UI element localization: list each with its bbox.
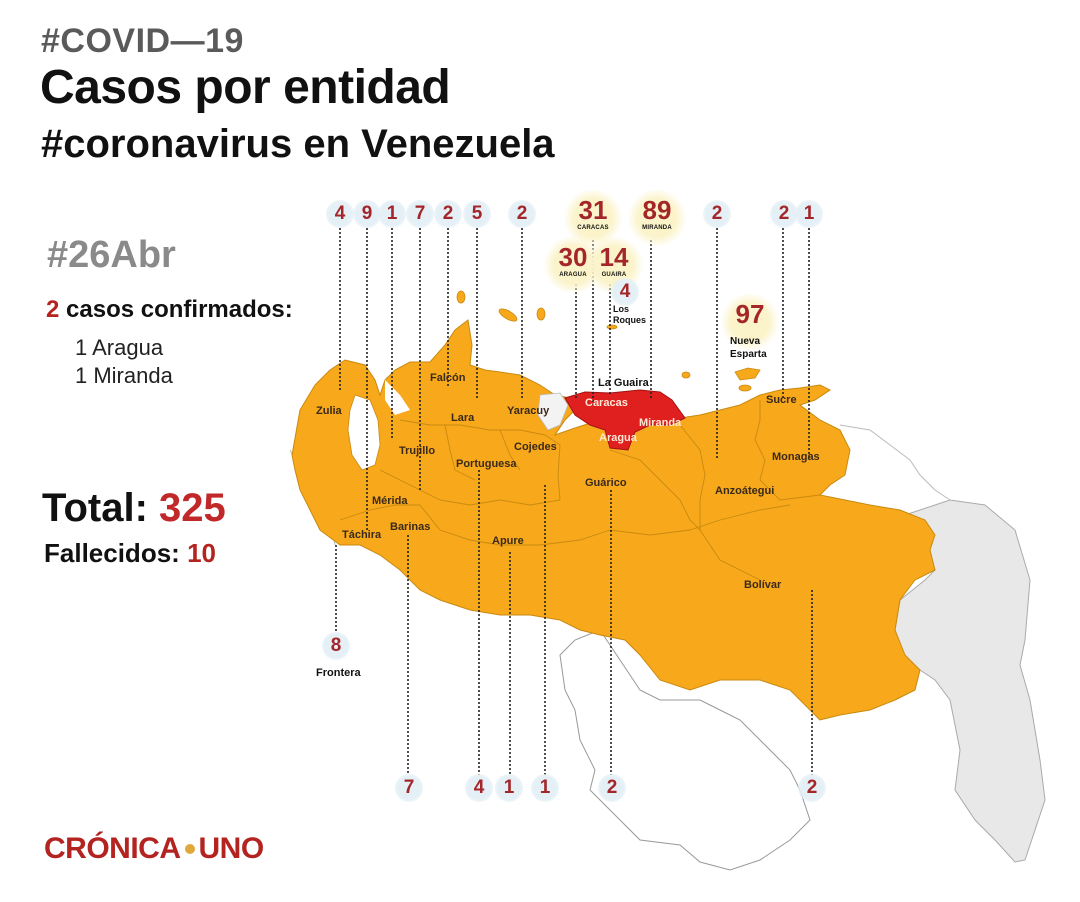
page-title: Casos por entidad — [40, 61, 451, 114]
count-badge-lara: 5 — [463, 200, 491, 228]
total-value: 325 — [159, 486, 226, 530]
caracas-count: 31 — [578, 195, 608, 225]
count-badge-frontera: 8 — [322, 632, 350, 660]
miranda-label: MIRANDA — [642, 225, 672, 231]
count-badge-barinas: 7 — [395, 774, 423, 802]
venezuela-mainland — [291, 319, 936, 721]
cronica-uno-logo: CRÓNICA UNO — [44, 832, 264, 866]
state-label-aragua: Aragua — [599, 432, 637, 444]
la-guaira-label: GUAIRA — [601, 272, 627, 278]
logo-right: UNO — [198, 832, 265, 865]
state-label-falcon: Falcón — [430, 372, 466, 384]
aragua-count: 30 — [558, 242, 588, 272]
deaths-line: Fallecidos: 10 — [44, 538, 216, 569]
aragua-label: ARAGUA — [559, 272, 587, 278]
state-borders — [339, 400, 821, 581]
count-badge-guarico: 2 — [598, 774, 626, 802]
carabobo-region — [537, 392, 569, 431]
islands — [456, 290, 761, 392]
count-badge-portuguesa: 4 — [465, 774, 493, 802]
state-label-portuguesa: Portuguesa — [456, 458, 517, 470]
count-badge-cojedes: 1 — [531, 774, 559, 802]
state-label-merida: Mérida — [372, 495, 408, 507]
state-label-zulia: Zulia — [316, 405, 342, 417]
state-label-nueva-esparta: Nueva Esparta — [730, 336, 767, 360]
new-cases-number: 2 — [46, 296, 60, 323]
count-badge-falcon: 2 — [434, 200, 462, 228]
deaths-label: Fallecidos: — [44, 538, 180, 568]
state-label-la-guaira: La Guaira — [598, 377, 649, 389]
date-tag: #26Abr — [47, 234, 176, 276]
state-label-tachira: Táchira — [342, 529, 382, 541]
count-badge-sucre: 2 — [770, 200, 798, 228]
count-badge-anzoategui: 2 — [703, 200, 731, 228]
state-label-trujillo: Trujillo — [399, 445, 436, 457]
state-label-caracas: Caracas — [585, 397, 628, 409]
logo-left: CRÓNICA — [44, 832, 181, 865]
count-badge-merida: 7 — [406, 200, 434, 228]
state-label-anzoategui: Anzoátegui — [715, 485, 775, 497]
state-label-sucre: Sucre — [766, 394, 797, 406]
state-label-apure: Apure — [492, 535, 524, 547]
highlight-region — [564, 389, 686, 451]
page-subtitle: #coronavirus en Venezuela — [41, 122, 555, 166]
breakdown-item: 1 Miranda — [75, 363, 173, 388]
count-badge-los-roques: 4 — [611, 278, 639, 306]
count-badge-miranda: 89 MIRANDA — [627, 190, 687, 246]
count-badge-nueva-esparta: 97 — [720, 294, 780, 350]
total-line: Total: 325 — [42, 486, 226, 531]
count-badge-zulia: 4 — [326, 200, 354, 228]
caracas-label: CARACAS — [577, 225, 609, 231]
state-label-yaracuy: Yaracuy — [507, 405, 550, 417]
brazil-border — [559, 629, 811, 871]
east-border-line — [839, 424, 951, 501]
count-badge-caracas: 31 CARACAS — [563, 190, 623, 246]
count-badge-monagas: 1 — [795, 200, 823, 228]
state-label-barinas: Barinas — [390, 521, 431, 533]
count-badge-yaracuy: 2 — [508, 200, 536, 228]
state-label-miranda: Miranda — [639, 417, 682, 429]
state-label-lara: Lara — [451, 412, 475, 424]
state-label-los-roques: Los Roques — [613, 304, 647, 325]
breakdown-item: 1 Aragua — [75, 335, 164, 360]
count-badge-apure: 1 — [495, 774, 523, 802]
lake-maracaibo — [347, 394, 381, 471]
count-badge-tachira: 9 — [353, 200, 381, 228]
new-cases-label: casos confirmados: — [66, 296, 293, 323]
hashtag-covid: #COVID—19 — [41, 22, 244, 60]
la-guaira-count: 14 — [599, 242, 629, 272]
miranda-count: 89 — [642, 195, 672, 225]
deaths-value: 10 — [187, 538, 216, 568]
frontera-label: Frontera — [316, 667, 361, 679]
nueva-esparta-count: 97 — [735, 299, 765, 329]
state-label-bolivar: Bolívar — [744, 579, 782, 591]
logo-dot-icon — [184, 844, 195, 854]
state-label-cojedes: Cojedes — [514, 441, 557, 453]
new-cases-line: 2 casos confirmados: — [46, 296, 293, 324]
total-label: Total: — [42, 486, 148, 530]
new-cases-breakdown: 1 Aragua 1 Miranda — [75, 334, 173, 390]
count-badge-trujillo: 1 — [378, 200, 406, 228]
state-label-guarico: Guárico — [585, 477, 627, 489]
state-label-monagas: Monagas — [772, 451, 820, 463]
count-badge-bolivar: 2 — [798, 774, 826, 802]
